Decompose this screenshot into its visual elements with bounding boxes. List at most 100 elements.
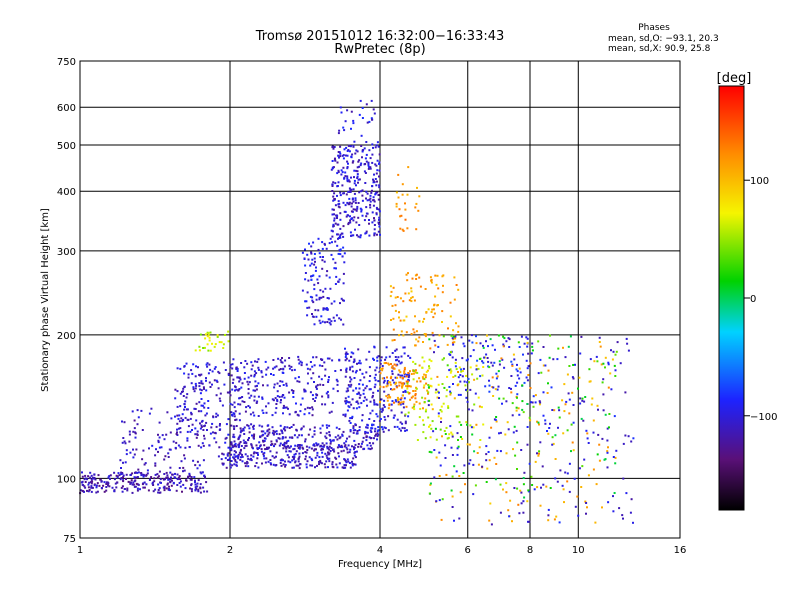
echo-point — [233, 453, 236, 456]
echo-point — [433, 449, 436, 451]
echo-point — [157, 441, 160, 444]
echo-point — [166, 482, 169, 485]
echo-point — [176, 478, 179, 481]
echo-point — [405, 405, 408, 408]
echo-point — [487, 365, 490, 368]
echo-point — [354, 443, 357, 446]
echo-point — [413, 299, 416, 302]
echo-point — [348, 201, 351, 204]
echo-point — [437, 391, 440, 394]
echo-point — [183, 457, 186, 460]
echo-point — [397, 403, 400, 406]
echo-point — [339, 145, 342, 148]
echo-point — [374, 427, 377, 430]
colorbar-label: [deg] — [717, 71, 752, 86]
echo-point — [353, 463, 356, 466]
echo-point — [342, 413, 345, 416]
echo-point — [336, 172, 339, 175]
echo-point — [361, 419, 364, 422]
echo-point — [255, 462, 258, 464]
echo-point — [174, 476, 177, 479]
echo-point — [457, 371, 459, 373]
echo-point — [197, 444, 200, 447]
echo-point — [252, 411, 255, 414]
echo-point — [310, 278, 313, 281]
echo-point — [572, 404, 575, 406]
echo-point — [219, 423, 221, 425]
echo-point — [487, 451, 490, 453]
echo-point — [91, 486, 94, 489]
echo-point — [256, 452, 259, 454]
echo-point — [451, 495, 454, 498]
echo-point — [252, 452, 255, 455]
echo-point — [488, 384, 491, 387]
echo-point — [343, 252, 346, 255]
echo-point — [347, 144, 350, 147]
echo-point — [374, 369, 377, 372]
echo-point — [526, 379, 529, 382]
echo-point — [538, 452, 540, 455]
echo-point — [93, 473, 96, 476]
echo-point — [160, 446, 163, 449]
echo-point — [586, 437, 589, 440]
echo-point — [310, 377, 313, 380]
echo-point — [292, 390, 295, 392]
echo-point — [366, 426, 369, 429]
echo-point — [361, 372, 364, 375]
echo-point — [256, 384, 258, 387]
echo-point — [511, 364, 514, 367]
echo-point — [339, 194, 342, 197]
echo-point — [592, 419, 595, 422]
echo-point — [526, 500, 529, 503]
echo-point — [328, 321, 331, 324]
echo-point — [329, 438, 332, 441]
echo-point — [607, 501, 610, 504]
echo-point — [399, 381, 402, 384]
echo-point — [369, 206, 372, 209]
echo-point — [440, 405, 443, 408]
echo-point — [308, 407, 311, 410]
echo-point — [526, 341, 529, 344]
echo-point — [196, 430, 199, 433]
echo-point — [315, 387, 318, 390]
echo-point — [313, 449, 316, 452]
echo-point — [465, 359, 468, 362]
echo-point — [232, 456, 235, 459]
echo-point — [537, 340, 540, 343]
echo-point — [215, 412, 218, 415]
echo-point — [380, 398, 383, 401]
echo-point — [388, 394, 390, 397]
echo-point — [194, 481, 196, 484]
echo-point — [239, 403, 242, 406]
echo-point — [614, 462, 617, 465]
echo-point — [448, 386, 451, 388]
echo-point — [361, 383, 364, 386]
echo-point — [369, 400, 372, 403]
echo-point — [397, 196, 400, 199]
echo-point — [457, 415, 460, 418]
echo-point — [451, 356, 454, 359]
echo-point — [477, 463, 480, 466]
echo-point — [388, 355, 391, 358]
echo-point — [373, 420, 376, 422]
echo-point — [399, 319, 402, 322]
echo-point — [181, 420, 184, 423]
echo-point — [324, 435, 327, 438]
echo-point — [189, 487, 192, 490]
echo-point — [409, 398, 412, 401]
echo-point — [408, 374, 411, 377]
echo-point — [376, 432, 379, 435]
echo-point — [330, 447, 333, 449]
echo-point — [272, 359, 275, 361]
echo-point — [373, 386, 376, 389]
echo-point — [418, 377, 421, 380]
echo-point — [157, 491, 160, 494]
echo-point — [257, 366, 260, 369]
echo-point — [185, 479, 188, 482]
echo-point — [332, 208, 335, 211]
echo-point — [588, 380, 591, 383]
echo-point — [332, 258, 335, 261]
echo-point — [614, 353, 617, 356]
echo-point — [93, 484, 96, 487]
echo-point — [198, 349, 201, 352]
